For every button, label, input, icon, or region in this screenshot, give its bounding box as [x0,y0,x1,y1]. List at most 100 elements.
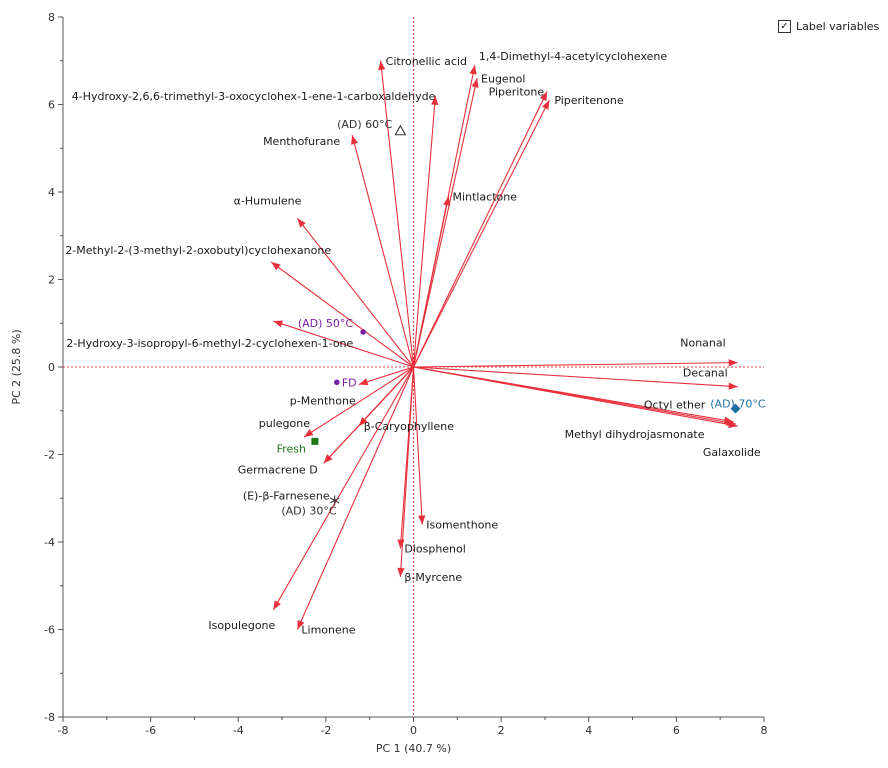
variable-label: Isopulegone [208,619,275,632]
y-tick-label: 0 [48,361,55,374]
x-axis-title: PC 1 (40.7 %) [376,742,451,755]
variable-label: Decanal [683,367,728,380]
x-tick-label: 0 [410,724,417,737]
variable-label: Nonanal [680,337,725,350]
arrow-line [380,60,415,368]
observation-label: FD [342,376,357,389]
arrow-head [273,600,281,610]
variable-label: α-Humulene [234,194,302,207]
variable-label: 2-Methyl-2-(3-methyl-2-oxobutyl)cyclohex… [65,244,331,257]
variable-label: pulegone [259,417,310,430]
arrow-head [443,196,451,206]
variable-label: Diosphenol [404,543,465,556]
variable-label: Galaxolide [703,446,761,459]
arrow-head [728,420,738,428]
arrow-line [272,366,414,611]
y-tick-label: 8 [48,11,55,24]
variable-label: (E)-β-Farnesene [243,489,330,502]
variable-label: 2-Hydroxy-3-isopropyl-6-methyl-2-cyclohe… [66,337,353,350]
x-tick-label: 8 [761,724,768,737]
x-tick-label: -2 [320,724,331,737]
variable-label: β-Caryophyllene [364,420,454,433]
arrow-line [413,99,550,368]
arrow-head [271,262,281,271]
arrow-line [413,366,738,427]
x-tick-label: -8 [58,724,69,737]
arrow-head [358,378,369,386]
variable-label: Octyl ether [644,399,706,412]
arrow-line [412,366,423,525]
arrow-head [303,429,314,437]
variable-label: 1,4-Dimethyl-4-acetylcyclohexene [479,50,668,63]
arrow-head [542,100,550,110]
observation-point [334,379,340,386]
variable-label: Germacrene D [238,463,318,476]
variable-label: Eugenol [481,72,525,85]
arrow-head [471,78,479,88]
arrow-line [323,366,414,464]
arrow-head [728,359,738,367]
arrow-head [350,135,358,145]
arrow-head [418,515,426,525]
arrow-head [297,619,305,630]
observation-point [329,495,340,506]
arrow-line [303,366,414,438]
variable-label: p-Menthone [290,395,356,408]
arrow-head [297,218,306,228]
arrow-head [431,95,439,106]
variable-label: Isomenthone [426,519,498,532]
label-variables-label: Label variables [796,20,880,33]
arrow-line [412,78,478,368]
axes-group: -8 -6 -4 -2 0 2 4 6 8 -8 -6 -4 -2 0 2 4 6 8 [44,11,767,737]
arrow-line [413,366,738,388]
arrow-line [413,362,738,368]
observation-label: (AD) 50°C [298,317,354,330]
arrow-line [358,366,414,386]
variable-arrows-group [270,60,738,630]
x-tick-label: -4 [233,724,244,737]
arrow-line [273,320,414,368]
observation-label: (AD) 30°C [281,504,337,517]
arrow-line [412,196,450,368]
y-tick-label: 2 [48,274,55,287]
x-tick-label: 2 [498,724,505,737]
observation-point [360,329,366,335]
variable-label: Limonene [301,624,355,637]
arrow-line [413,91,548,368]
y-tick-label: -2 [44,449,55,462]
arrow-head [273,320,283,328]
arrow-line [296,217,414,368]
checkbox-icon[interactable]: ✓ [778,20,791,33]
observation-label: (AD) 60°C [337,118,393,131]
arrow-line [296,366,415,630]
observations-group [311,124,741,506]
x-tick-label: -6 [145,724,156,737]
variable-label: 4-Hydroxy-2,6,6-trimethyl-3-oxocyclohex-… [72,90,436,103]
observation-label: Fresh [277,442,306,455]
arrow-head [539,91,548,102]
arrow-line [351,134,415,368]
arrow-head [378,60,386,71]
variable-label: Menthofurane [263,135,340,148]
x-tick-label: 4 [585,724,592,737]
arrow-line [399,366,415,578]
arrow-line [270,261,414,368]
label-variables-toggle[interactable]: ✓ Label variables [778,20,879,33]
observation-point [394,124,407,136]
labels-group: Citronellic acid 1,4-Dimethyl-4-acetylcyc… [65,50,766,636]
variable-label: Methyl dihydrojasmonate [565,428,705,441]
y-tick-label: -4 [44,536,55,549]
variable-label: Citronellic acid [386,55,467,68]
arrow-line [412,95,436,368]
arrow-head [728,382,738,390]
arrow-head [397,567,405,577]
arrow-head [323,454,333,464]
arrow-head [469,65,477,75]
y-tick-label: 4 [48,186,55,199]
variable-label: β-Myrcene [404,571,462,584]
observation-label: (AD) 70°C [710,398,766,411]
variable-label: Piperitenone [554,94,624,107]
y-tick-label: -8 [44,711,55,724]
y-tick-label: -6 [44,624,55,637]
